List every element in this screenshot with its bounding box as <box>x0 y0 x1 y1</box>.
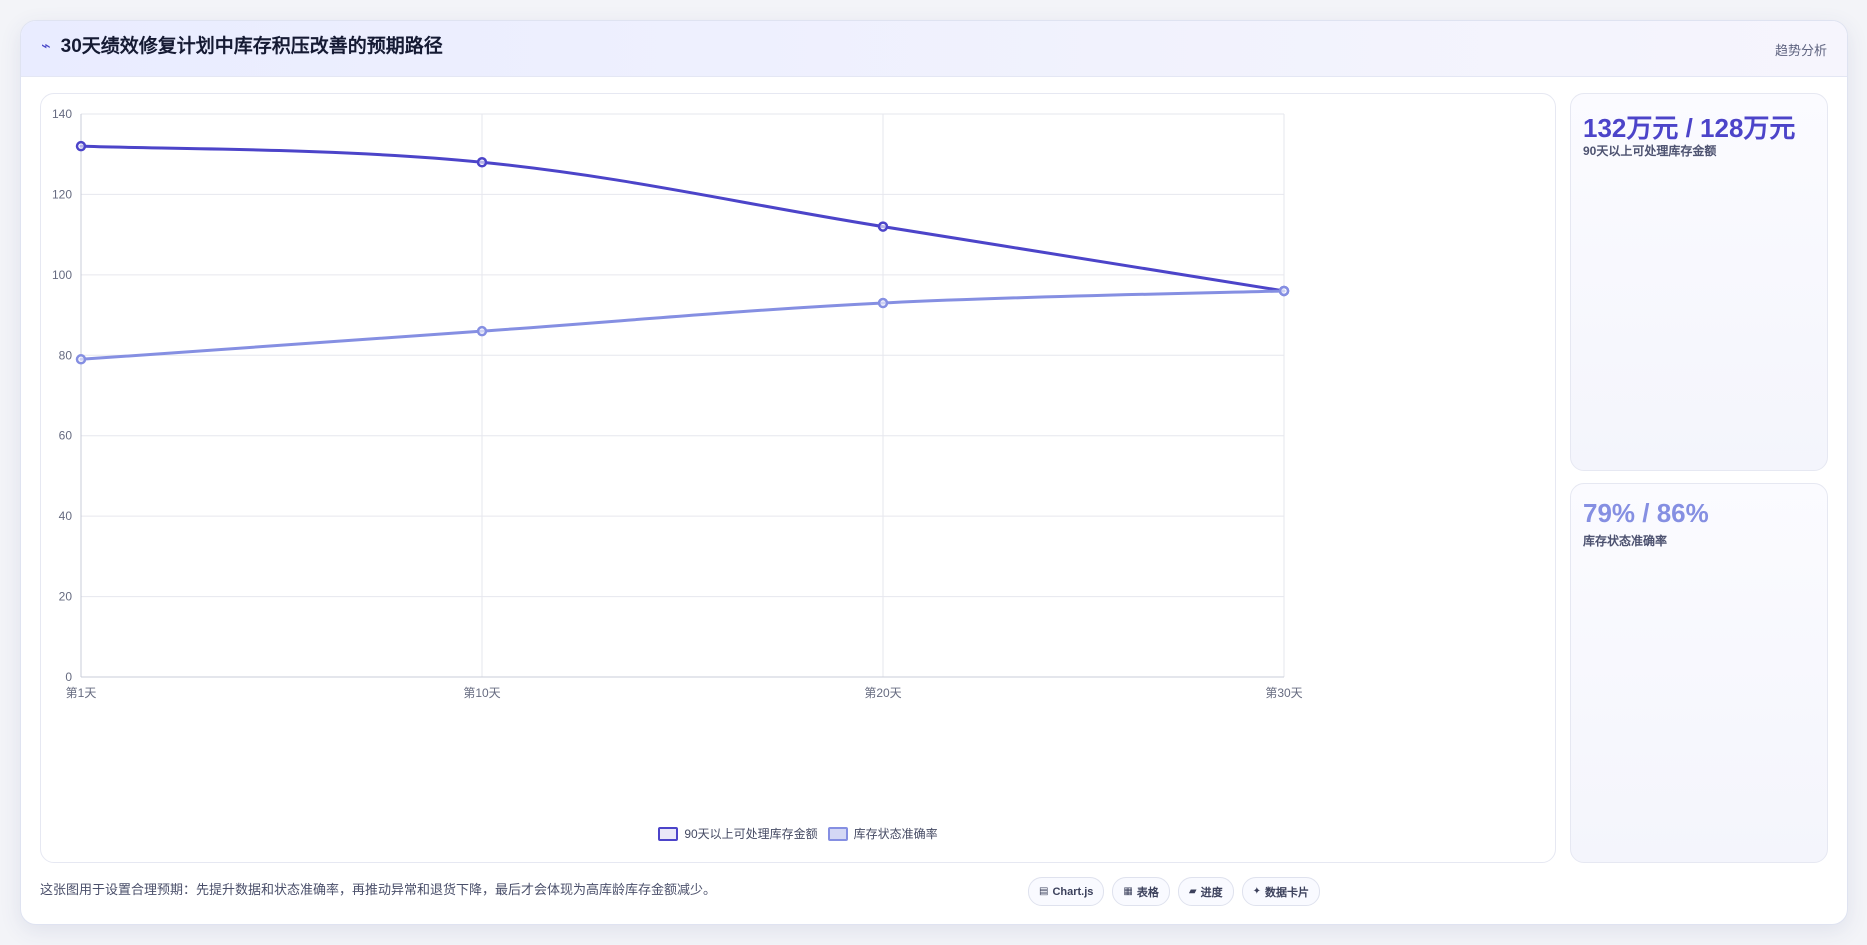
legend-swatch-series-2 <box>827 826 848 841</box>
y-tick-label: 100 <box>52 268 72 282</box>
feature-chips: ▤ Chart.js ▦ 表格 ▰ 进度 ✦ 数据卡片 <box>1028 877 1320 906</box>
page-title: 30天绩效修复计划中库存积压改善的预期路径 <box>60 36 443 57</box>
kpi-card-inventory: 132万元 / 128万元 90天以上可处理库存金额 <box>1570 93 1828 471</box>
card-header: ⌁ 30天绩效修复计划中库存积压改善的预期路径 趋势分析 <box>21 21 1847 77</box>
data-point-series-1 <box>75 140 87 152</box>
y-tick-label: 0 <box>65 670 72 684</box>
legend-item-series-1[interactable]: 90天以上可处理库存金额 <box>658 825 818 842</box>
kpi-card-accuracy: 79% / 86% 库存状态准确率 <box>1570 483 1828 863</box>
kpi-value-accuracy: 79% / 86% <box>1583 498 1709 528</box>
legend-swatch-series-1 <box>658 826 679 841</box>
data-point-series-2 <box>75 354 87 365</box>
y-tick-label: 20 <box>59 590 73 604</box>
y-tick-label: 80 <box>59 348 73 362</box>
card-icon: ✦ <box>1252 886 1261 897</box>
header-tag: 趋势分析 <box>1774 43 1827 58</box>
y-tick-label: 140 <box>52 107 72 121</box>
series-line-2 <box>79 289 1286 361</box>
x-tick-label: 第1天 <box>66 686 97 700</box>
x-tick-label: 第10天 <box>463 686 500 700</box>
chip-table[interactable]: ▦ 表格 <box>1112 877 1170 906</box>
data-point-series-1 <box>476 157 488 168</box>
data-point-series-2 <box>476 325 488 337</box>
kpi-value-inventory: 132万元 / 128万元 <box>1583 113 1796 143</box>
title-wrap: ⌁ 30天绩效修复计划中库存积压改善的预期路径 <box>41 36 443 58</box>
data-point-series-1 <box>877 221 889 232</box>
legend-label-series-1: 90天以上可处理库存金额 <box>684 827 818 841</box>
progress-icon: ▰ <box>1188 886 1197 897</box>
chart-icon: ▤ <box>1039 886 1049 897</box>
chip-label: 表格 <box>1136 886 1159 899</box>
kpi-label-accuracy: 库存状态准确率 <box>1583 534 1668 548</box>
y-tick-label: 60 <box>59 429 73 443</box>
data-point-series-2 <box>877 297 889 309</box>
legend-item-series-2[interactable]: 库存状态准确率 <box>827 825 938 842</box>
legend-label-series-2: 库存状态准确率 <box>853 827 938 841</box>
x-tick-label: 第30天 <box>1265 686 1302 700</box>
footnote: 这张图用于设置合理预期：先提升数据和状态准确率，再推动异常和退货下降，最后才会体… <box>40 882 717 897</box>
series-line-1 <box>79 144 1286 293</box>
chip-data-card[interactable]: ✦ 数据卡片 <box>1241 877 1320 906</box>
kpi-label-inventory: 90天以上可处理库存金额 <box>1583 144 1717 158</box>
chart-line-icon: ⌁ <box>41 38 51 55</box>
y-tick-label: 120 <box>52 187 72 201</box>
data-point-series-2 <box>1278 285 1290 297</box>
chart-panel: 0 20 40 60 80 100 120 140 第1天 第10天 第20天 第30天 90天以上可… <box>40 93 1556 863</box>
table-icon: ▦ <box>1123 886 1133 897</box>
x-tick-label: 第20天 <box>864 686 901 700</box>
y-tick-label: 40 <box>59 509 73 523</box>
line-chart: 0 20 40 60 80 100 120 140 第1天 第10天 第20天 第30天 <box>52 107 1303 700</box>
chart-legend: 90天以上可处理库存金额 库存状态准确率 <box>41 825 1555 842</box>
chip-chartjs[interactable]: ▤ Chart.js <box>1028 877 1105 906</box>
chip-label: 数据卡片 <box>1264 886 1309 899</box>
chart-card: ⌁ 30天绩效修复计划中库存积压改善的预期路径 趋势分析 0 20 40 60 80 10… <box>20 20 1848 925</box>
chip-label: 进度 <box>1200 886 1223 899</box>
chip-progress[interactable]: ▰ 进度 <box>1177 877 1234 906</box>
chip-label: Chart.js <box>1052 885 1094 898</box>
